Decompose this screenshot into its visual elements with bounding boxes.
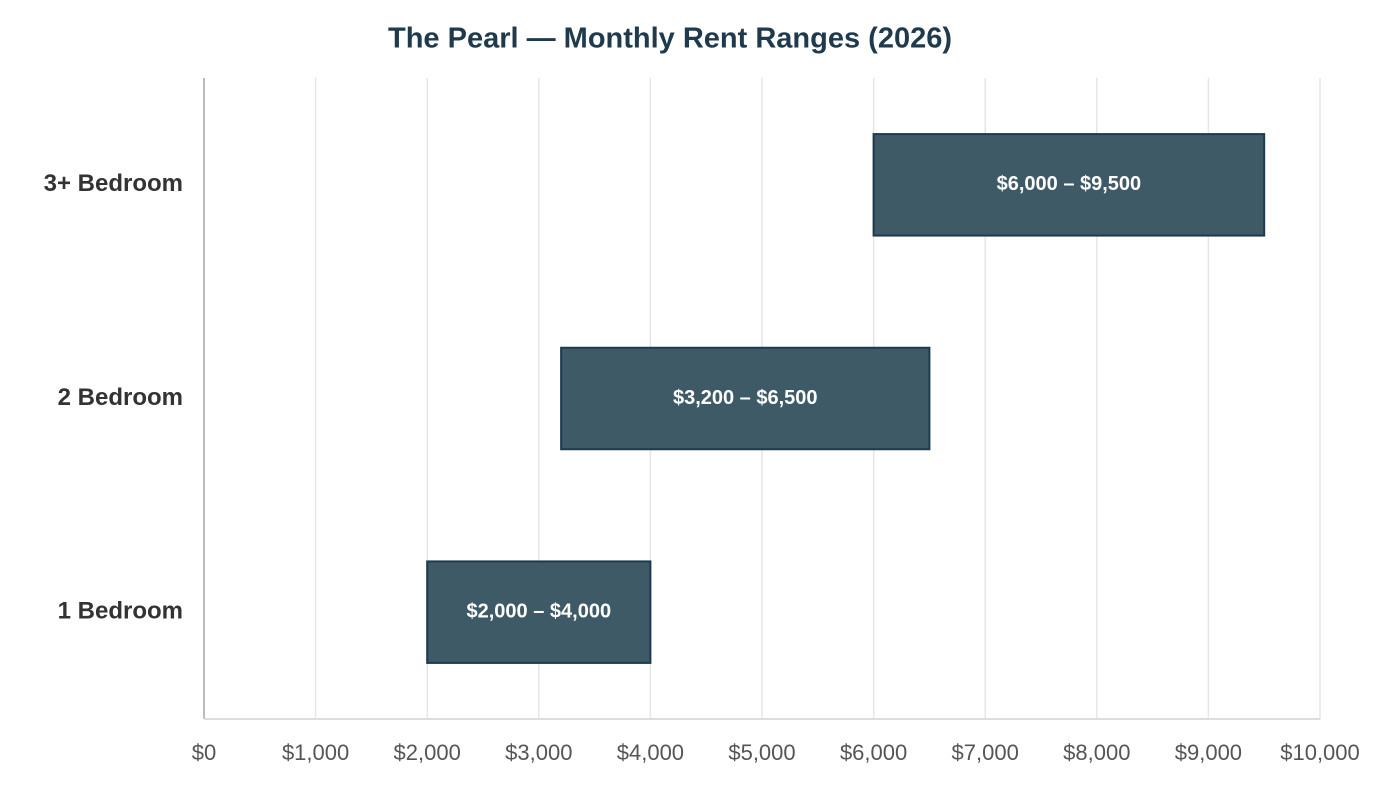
x-tick-label: $0 [192,740,216,765]
x-tick-label: $3,000 [505,740,572,765]
chart-title: The Pearl — Monthly Rent Ranges (2026) [388,23,952,55]
x-tick-label: $1,000 [282,740,349,765]
x-tick-label: $5,000 [728,740,795,765]
y-tick-label: 2 Bedroom [58,384,183,411]
x-tick-label: $10,000 [1280,740,1360,765]
x-tick-label: $4,000 [617,740,684,765]
y-tick-label: 1 Bedroom [58,598,183,625]
bar [872,133,1266,237]
data-label: $2,000 – $4,000 [467,600,612,622]
x-tick-label: $2,000 [394,740,461,765]
bar [426,560,652,664]
y-tick-label: 3+ Bedroom [44,170,183,197]
data-label: $3,200 – $6,500 [673,387,818,409]
x-tick-label: $8,000 [1063,740,1130,765]
x-tick-label: $7,000 [952,740,1019,765]
x-tick-label: $6,000 [840,740,907,765]
bar [560,346,931,451]
data-label: $6,000 – $9,500 [997,173,1142,195]
x-tick-label: $9,000 [1175,740,1242,765]
